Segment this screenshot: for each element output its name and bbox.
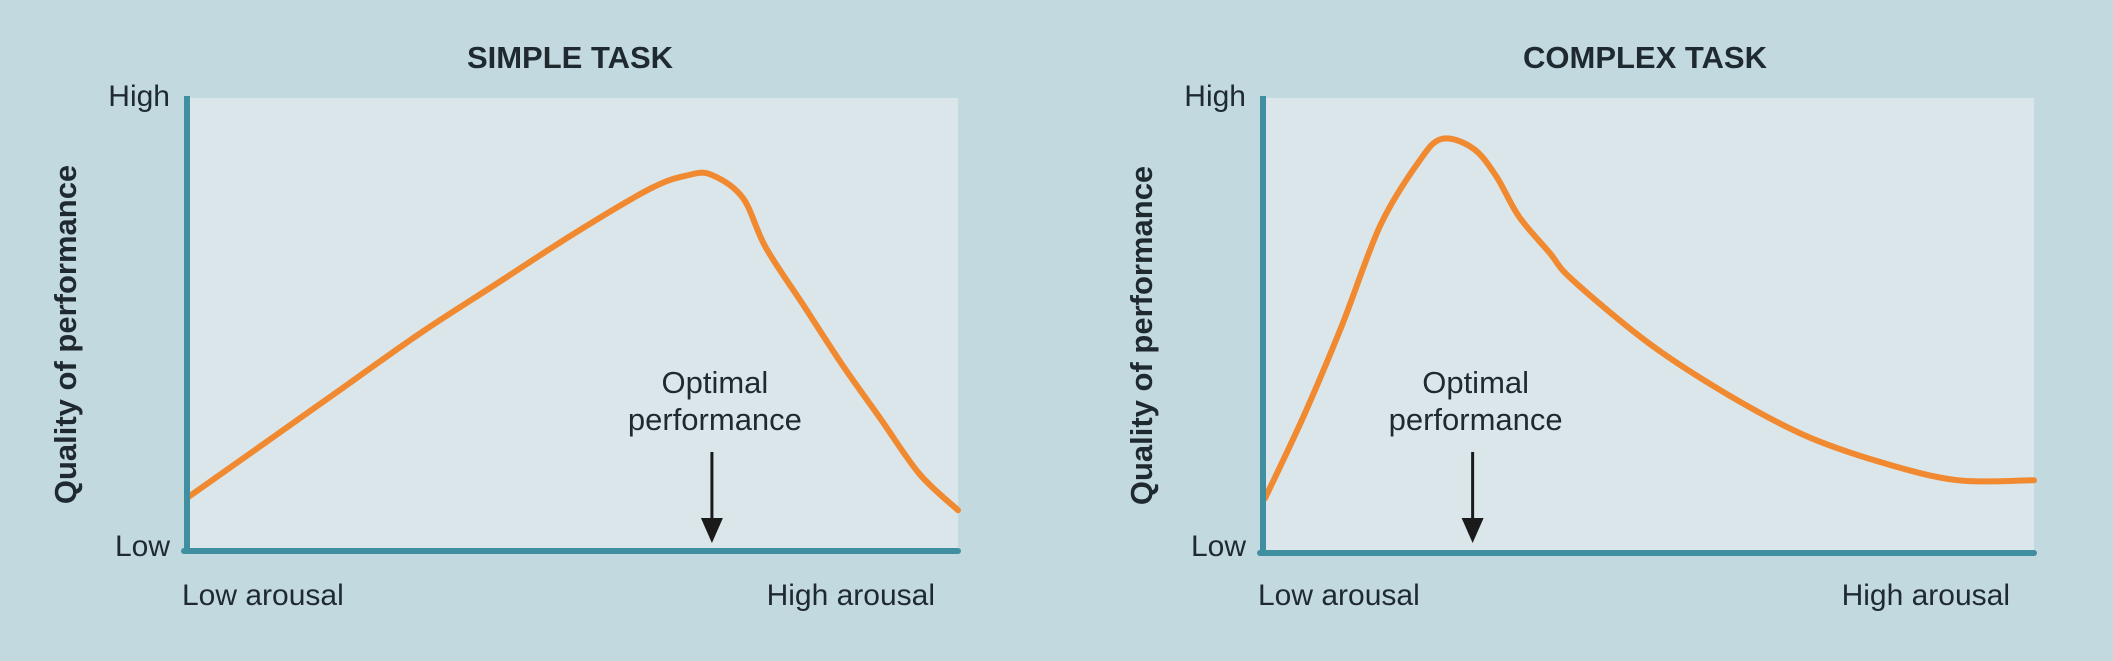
x-tick-high: High arousal bbox=[767, 579, 935, 612]
optimal-arrow-head bbox=[700, 518, 723, 543]
plot-area bbox=[189, 98, 958, 551]
plot-area bbox=[1265, 98, 2034, 553]
chart-title: SIMPLE TASK bbox=[467, 40, 674, 75]
y-tick-low: Low bbox=[1191, 530, 1246, 563]
y-axis-label: Quality of performance bbox=[1124, 166, 1159, 505]
optimal-arrow-head bbox=[1461, 518, 1484, 543]
performance-curve bbox=[186, 169, 961, 514]
annotation-line-2: performance bbox=[1389, 402, 1563, 437]
chart-panel-2: COMPLEX TASK Quality of performance High Lo… bbox=[1124, 40, 2037, 612]
annotation-line-2: performance bbox=[628, 402, 802, 437]
annotation-line-1: Optimal bbox=[662, 365, 769, 400]
y-tick-high: High bbox=[1184, 80, 1246, 113]
x-tick-low: Low arousal bbox=[1258, 579, 1420, 612]
x-tick-low: Low arousal bbox=[182, 579, 344, 612]
chart-title: COMPLEX TASK bbox=[1523, 40, 1768, 75]
y-tick-high: High bbox=[108, 80, 170, 113]
y-tick-low: Low bbox=[115, 530, 170, 563]
chart-panel-1: SIMPLE TASK Quality of performance High Low… bbox=[48, 40, 961, 612]
performance-curve bbox=[1262, 135, 2037, 502]
annotation-line-1: Optimal bbox=[1422, 365, 1529, 400]
y-axis-label: Quality of performance bbox=[48, 165, 83, 504]
x-tick-high: High arousal bbox=[1842, 579, 2010, 612]
